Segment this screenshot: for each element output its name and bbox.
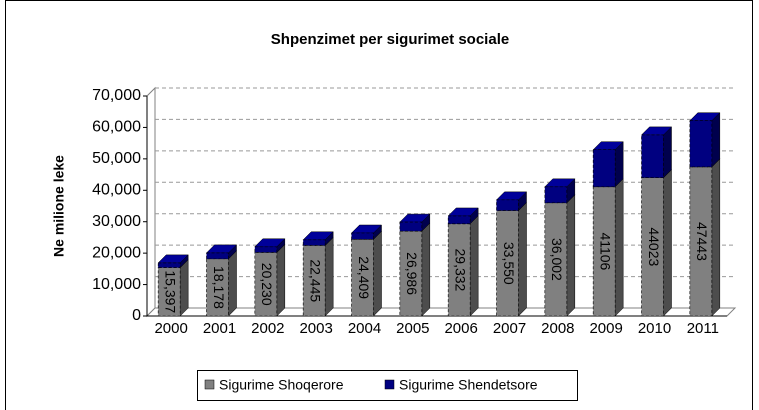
- x-tick-label: 2008: [541, 320, 574, 337]
- bar: [254, 246, 278, 253]
- value-label: 24,409: [356, 256, 372, 299]
- value-label: 22,445: [307, 259, 323, 302]
- y-tick-label: 20,000: [92, 244, 141, 261]
- bar-side: [663, 126, 672, 179]
- chart-title: Shpenzimet per sigurimet sociale: [271, 31, 509, 48]
- x-tick-label: 2011: [687, 320, 719, 337]
- value-label: 47443: [694, 222, 710, 261]
- bar-side: [469, 215, 479, 317]
- bar: [592, 149, 616, 188]
- value-label: 29,332: [452, 248, 468, 291]
- bar: [302, 239, 326, 246]
- x-tick-label: 2002: [251, 320, 284, 337]
- bar-side: [179, 259, 189, 317]
- bar-side: [614, 178, 624, 317]
- bar-side: [518, 201, 527, 317]
- x-tick-label: 2006: [444, 320, 477, 337]
- value-label: 33,550: [501, 242, 517, 285]
- bar: [399, 221, 423, 232]
- y-tick-label: 50,000: [92, 150, 141, 167]
- bar-side: [421, 222, 431, 317]
- bar: [447, 215, 471, 225]
- legend-swatch: [204, 379, 215, 390]
- y-tick-label: 40,000: [92, 182, 141, 199]
- bar-side: [711, 112, 721, 168]
- bar-side: [663, 169, 672, 317]
- bar: [206, 252, 229, 260]
- chart-border: [5, 0, 753, 410]
- x-tick-label: 2005: [396, 320, 429, 337]
- x-tick-label: 2009: [589, 320, 622, 337]
- bar: [157, 262, 181, 268]
- legend-swatch: [384, 379, 395, 390]
- bar: [496, 199, 519, 211]
- bar-side: [373, 230, 382, 317]
- bar-side: [324, 236, 334, 317]
- y-tick-label: 70,000: [92, 87, 141, 104]
- value-label: 20,230: [259, 263, 275, 306]
- y-tick-label: 10,000: [92, 276, 141, 293]
- x-tick-label: 2007: [493, 320, 526, 337]
- value-label: 15,397: [162, 270, 178, 313]
- y-tick-label: 30,000: [92, 213, 141, 230]
- bar-side: [566, 194, 576, 317]
- bar-side: [228, 250, 237, 317]
- legend-label: Sigurime Shoqerore: [219, 377, 344, 393]
- x-tick-label: 2003: [299, 320, 332, 337]
- bar: [351, 232, 374, 240]
- x-tick-label: 2000: [154, 320, 187, 337]
- x-tick-label: 2004: [348, 320, 381, 337]
- value-label: 36,002: [549, 238, 565, 281]
- x-tick-label: 2001: [203, 320, 236, 337]
- bar: [689, 120, 713, 168]
- value-label: 18,178: [211, 266, 227, 309]
- bar: [544, 186, 568, 204]
- y-axis-label: Ne milione leke: [51, 155, 67, 257]
- value-label: 41106: [597, 232, 613, 270]
- bar: [641, 134, 664, 178]
- y-tick-label: 60,000: [92, 119, 141, 136]
- bar: [302, 245, 326, 317]
- back-wall: [146, 86, 156, 318]
- value-label: 44023: [646, 227, 662, 266]
- x-tick-label: 2010: [638, 320, 671, 337]
- legend-label: Sigurime Shendetsore: [399, 377, 538, 393]
- bar-side: [711, 158, 721, 317]
- y-tick-label: 0: [132, 307, 141, 324]
- bar-side: [276, 243, 286, 317]
- value-label: 26,986: [404, 252, 420, 295]
